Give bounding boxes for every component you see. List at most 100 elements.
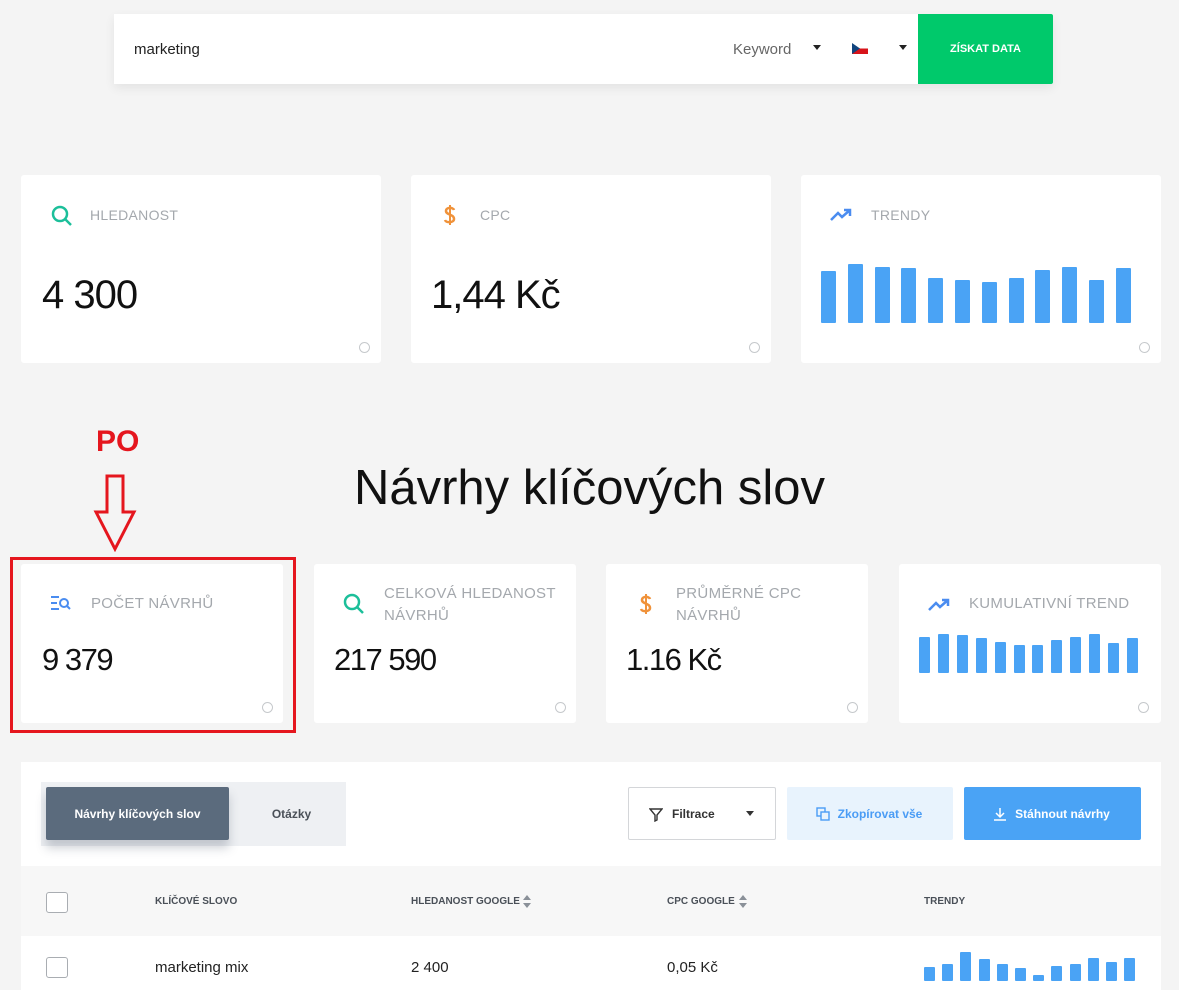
checkbox-all[interactable]	[46, 892, 68, 913]
row-trend	[924, 936, 1144, 990]
flag-cz[interactable]	[852, 43, 868, 54]
icon-download	[994, 808, 1006, 821]
help-icon[interactable]	[555, 702, 566, 713]
stat-value: 9 379	[42, 642, 114, 677]
trend-bar	[847, 264, 863, 323]
help-icon[interactable]	[262, 702, 273, 713]
icon-dollar	[443, 205, 456, 225]
icon-trend	[928, 598, 950, 611]
trend-bar	[1089, 280, 1104, 323]
trend-bar	[996, 964, 1008, 981]
stat-label: CELKOVÁ HLEDANOST NÁVRHŮ	[384, 585, 556, 624]
icon-list-search	[51, 596, 71, 610]
chevron	[813, 45, 821, 50]
type-select[interactable]: Keyword	[733, 41, 792, 58]
search-bar: marketing Keyword ZÍSKAT DATA	[114, 14, 1053, 84]
trend-bar	[1070, 637, 1082, 673]
stat-value: 1.16 Kč	[626, 642, 722, 677]
help-icon[interactable]	[1139, 342, 1150, 353]
checkbox-row[interactable]	[46, 957, 68, 978]
trend-bar	[1126, 638, 1138, 673]
stat-card: TRENDY	[801, 175, 1161, 363]
trend-bar	[1051, 640, 1063, 673]
trend-bar	[981, 282, 997, 323]
column-header: KLÍČOVÉ SLOVO	[155, 896, 238, 907]
help-icon[interactable]	[847, 702, 858, 713]
stat-card: KUMULATIVNÍ TREND	[899, 564, 1161, 723]
help-icon[interactable]	[359, 342, 370, 353]
keyword: marketing mix	[155, 959, 249, 976]
trend-bar	[928, 278, 944, 323]
annotation: PO	[96, 425, 140, 458]
trend-bar	[1087, 958, 1099, 981]
trend-bar	[1008, 278, 1024, 323]
cpc: 0,05 Kč	[667, 959, 718, 976]
stat-card: PRŮMĚRNÉ CPC NÁVRHŮ 1.16 Kč	[606, 564, 868, 723]
download-button[interactable]: Stáhnout návrhy	[964, 787, 1141, 840]
icon-filter	[649, 808, 663, 822]
trend-bar	[1115, 268, 1131, 323]
trend-bar	[901, 268, 917, 323]
chevron	[746, 811, 754, 816]
trend-bar	[942, 964, 954, 981]
stat-label: POČET NÁVRHŮ	[91, 595, 214, 612]
icon-copy	[816, 807, 830, 821]
trend-bar	[919, 637, 930, 673]
section-heading: Návrhy klíčových slov	[353, 461, 826, 515]
stat-card: POČET NÁVRHŮ 9 379	[21, 564, 283, 723]
help-icon[interactable]	[1138, 702, 1149, 713]
search-input[interactable]: marketing	[134, 41, 200, 58]
icon-search	[343, 593, 364, 614]
help-icon[interactable]	[749, 342, 760, 353]
icon-search	[51, 205, 72, 226]
chevron	[899, 45, 907, 50]
icon-dollar	[639, 594, 652, 614]
sort-icon[interactable]	[522, 894, 532, 909]
trend-bar	[1108, 643, 1119, 673]
stat-card: CPC 1,44 Kč	[411, 175, 771, 363]
stat-label: HLEDANOST	[90, 207, 179, 223]
column-header[interactable]: CPC GOOGLE	[667, 896, 735, 907]
search-volume: 2 400	[411, 959, 449, 976]
stat-label: PRŮMĚRNÉ CPC NÁVRHŮ	[676, 585, 802, 624]
column-header[interactable]: HLEDANOST GOOGLE	[411, 896, 520, 907]
tab-active[interactable]: Návrhy klíčových slov	[46, 787, 229, 840]
trend-bar	[1035, 270, 1051, 323]
sort-icon[interactable]	[738, 894, 748, 909]
stat-value: 4 300	[42, 273, 138, 317]
trend-bar	[937, 634, 949, 673]
trend-bar	[994, 642, 1006, 673]
trend-bar	[1013, 645, 1025, 673]
trend-bar	[1106, 962, 1117, 981]
stat-card: CELKOVÁ HLEDANOST NÁVRHŮ 217 590	[314, 564, 576, 723]
tab[interactable]: Otázky	[271, 806, 312, 821]
stat-value: 1,44 Kč	[431, 273, 561, 317]
stat-label: TRENDY	[871, 207, 931, 223]
trend-bar	[874, 267, 890, 323]
stat-value: 217 590	[334, 642, 437, 677]
trend-bar	[975, 638, 987, 673]
table-header	[21, 866, 1161, 936]
trend-bar	[1124, 958, 1136, 981]
copy-button[interactable]: Zkopírovat vše	[787, 787, 953, 840]
trend-bar	[1089, 634, 1101, 673]
trend-bar	[1062, 267, 1078, 323]
highlight-box	[10, 557, 296, 733]
trend-bar	[978, 959, 990, 981]
stat-card: HLEDANOST 4 300	[21, 175, 381, 363]
trend-bar	[1032, 645, 1044, 673]
stat-label: CPC	[480, 207, 511, 223]
stat-label: KUMULATIVNÍ TREND	[969, 595, 1130, 612]
trend-bar	[821, 271, 836, 323]
submit-button[interactable]: ZÍSKAT DATA	[918, 14, 1053, 84]
trend-bar	[956, 635, 968, 673]
trend-bar	[960, 952, 972, 981]
trend-bar	[1051, 966, 1063, 981]
trend-bar	[1015, 968, 1026, 981]
icon-trend	[830, 208, 852, 221]
annotation-arrow	[93, 474, 137, 552]
trend-bar	[1033, 975, 1045, 981]
trend-bar	[955, 280, 970, 323]
trend-bar	[924, 967, 935, 981]
